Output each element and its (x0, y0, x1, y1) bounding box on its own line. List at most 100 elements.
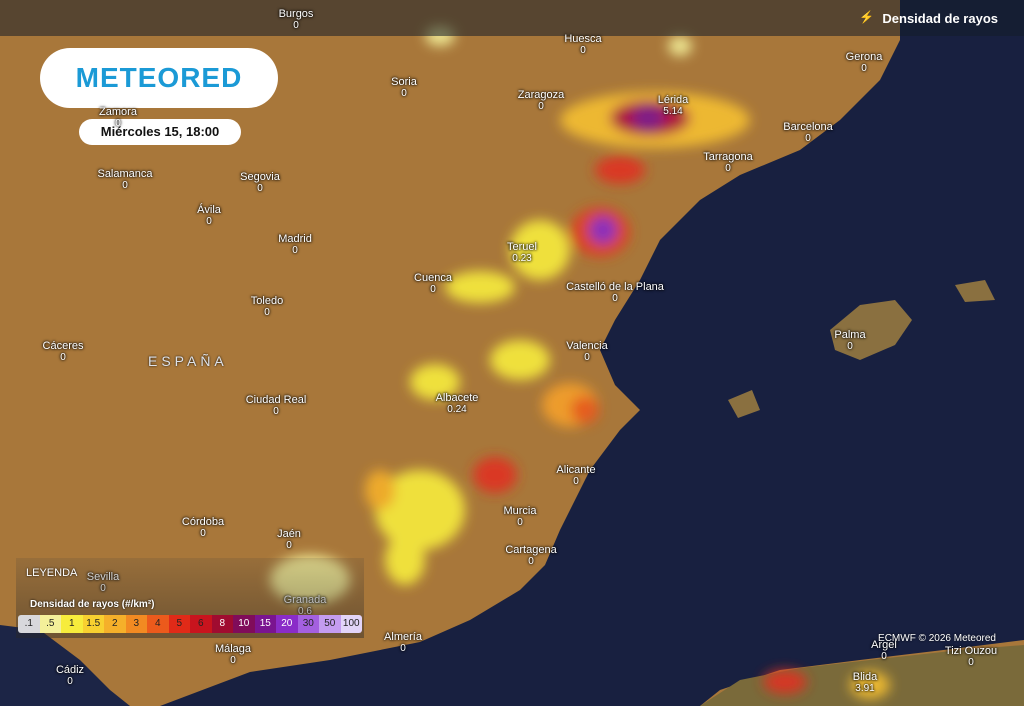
city-label[interactable]: Jaén 0 (277, 528, 301, 552)
legend-heading: LEYENDA (26, 567, 78, 579)
city-name: Burgos (278, 8, 314, 20)
city-label[interactable]: Lérida 5.14 (658, 94, 689, 118)
city-name: Ciudad Real (245, 394, 307, 406)
city-value: 0 (612, 293, 618, 304)
city-value: 0 (847, 341, 853, 352)
date-pill[interactable]: Miércoles 15, 18:00 (79, 119, 241, 145)
city-value: 0 (273, 406, 279, 417)
city-label[interactable]: Zaragoza 0 (518, 89, 564, 113)
island (830, 300, 912, 360)
city-label[interactable]: Cartagena 0 (505, 544, 556, 568)
city-label[interactable]: Salamanca 0 (97, 168, 152, 192)
city-label[interactable]: Almería 0 (384, 631, 422, 655)
city-label[interactable]: Madrid 0 (278, 233, 312, 257)
city-value: 0 (400, 643, 406, 654)
city-label[interactable]: Zamora 0 (99, 106, 137, 130)
city-label[interactable]: Teruel 0.23 (507, 241, 537, 265)
city-name: Jaén (277, 528, 301, 540)
header-bar: ⚡ Densidad de rayos (0, 0, 1024, 36)
city-value: 0.6 (284, 606, 327, 618)
city-label[interactable]: Cuenca 0 (414, 272, 452, 296)
city-label[interactable]: Toledo 0 (251, 295, 283, 319)
city-value: 0 (122, 180, 128, 191)
city-name: Madrid (278, 233, 312, 245)
city-label[interactable]: Córdoba 0 (182, 516, 224, 540)
city-label[interactable]: Castelló de la Plana 0 (566, 281, 664, 305)
city-label[interactable]: Tarragona 0 (703, 151, 753, 175)
city-value: 0 (60, 352, 66, 363)
city-label[interactable]: Murcia 0 (503, 505, 536, 529)
city-value: 0 (805, 133, 811, 144)
city-value: 0 (881, 651, 887, 662)
legend-stop: 50 (319, 615, 341, 633)
city-value: 0 (725, 163, 731, 174)
city-value: 0 (584, 352, 590, 363)
city-name: Málaga (214, 643, 252, 655)
city-label[interactable]: Argel 0 (871, 639, 897, 663)
island (728, 390, 760, 418)
city-label[interactable]: Barcelona 0 (783, 121, 833, 145)
city-label[interactable]: Málaga 0 (215, 643, 251, 667)
city-value: 0.24 (447, 404, 467, 415)
city-name: Zaragoza (517, 89, 565, 101)
city-name: Alicante (556, 464, 596, 476)
city-name: Toledo (250, 295, 284, 307)
legend-stop: .5 (39, 615, 61, 633)
city-label[interactable]: Blida 3.91 (853, 671, 877, 695)
city-value: 0 (517, 517, 523, 528)
city-label[interactable]: Ciudad Real 0 (246, 394, 307, 418)
city-value: 0 (573, 476, 579, 487)
city-name: Salamanca (97, 168, 153, 180)
city-name: Palma (834, 329, 866, 341)
legend-stop: 8 (211, 615, 233, 633)
city-label[interactable]: Sevilla0 (87, 571, 119, 595)
legend-stop: 100 (340, 615, 362, 633)
city-name: Argel (871, 639, 897, 651)
country-label: ESPAÑA (148, 353, 228, 369)
city-label[interactable]: Valencia 0 (566, 340, 607, 364)
city-name: Blida (852, 671, 878, 683)
city-value: 0 (230, 655, 236, 666)
city-label[interactable]: Gerona 0 (846, 51, 883, 75)
city-value: 0 (206, 216, 212, 227)
city-label[interactable]: Ávila 0 (197, 204, 221, 228)
legend-stop: 6 (190, 615, 212, 633)
city-name: Barcelona (783, 121, 833, 133)
layer-name[interactable]: Densidad de rayos (882, 11, 998, 26)
city-value: 0 (115, 118, 121, 129)
city-value: 0 (67, 676, 73, 687)
city-value: 0.23 (512, 253, 532, 264)
city-name: Ávila (197, 204, 221, 216)
island (955, 280, 995, 302)
legend-title: Densidad de rayos (#/km²) (30, 599, 155, 610)
city-label[interactable]: Palma 0 (834, 329, 865, 353)
city-label[interactable]: Albacete 0.24 (436, 392, 479, 416)
city-name: Granada (284, 594, 327, 606)
city-value: 0 (292, 245, 298, 256)
city-name: Albacete (435, 392, 479, 404)
city-label[interactable]: Segovia 0 (240, 171, 280, 195)
city-name: Teruel (507, 241, 537, 253)
legend-stop: .1 (18, 615, 40, 633)
logo[interactable]: METEORED (40, 48, 278, 108)
city-label[interactable]: Burgos 0 (279, 8, 314, 32)
city-label[interactable]: Soria 0 (391, 76, 417, 100)
city-name: Tarragona (703, 151, 753, 163)
legend-stop: 3 (125, 615, 147, 633)
city-label[interactable]: Huesca 0 (564, 33, 601, 57)
city-label[interactable]: Alicante 0 (556, 464, 595, 488)
legend-stop: 1.5 (82, 615, 104, 633)
city-value: 0 (968, 657, 974, 668)
city-name: Castelló de la Plana (566, 281, 664, 293)
city-value: 0 (264, 307, 270, 318)
city-label[interactable]: Tizi Ouzou 0 (945, 645, 997, 669)
city-label[interactable]: Cádiz 0 (56, 664, 84, 688)
city-label[interactable]: Cáceres 0 (43, 340, 84, 364)
city-label[interactable]: Granada0.6 (284, 594, 327, 618)
legend-stop: 10 (233, 615, 255, 633)
legend: LEYENDA Densidad de rayos (#/km²) .1.5 1 1… (16, 558, 364, 638)
city-name: Zamora (99, 106, 137, 118)
city-name: Gerona (845, 51, 883, 63)
